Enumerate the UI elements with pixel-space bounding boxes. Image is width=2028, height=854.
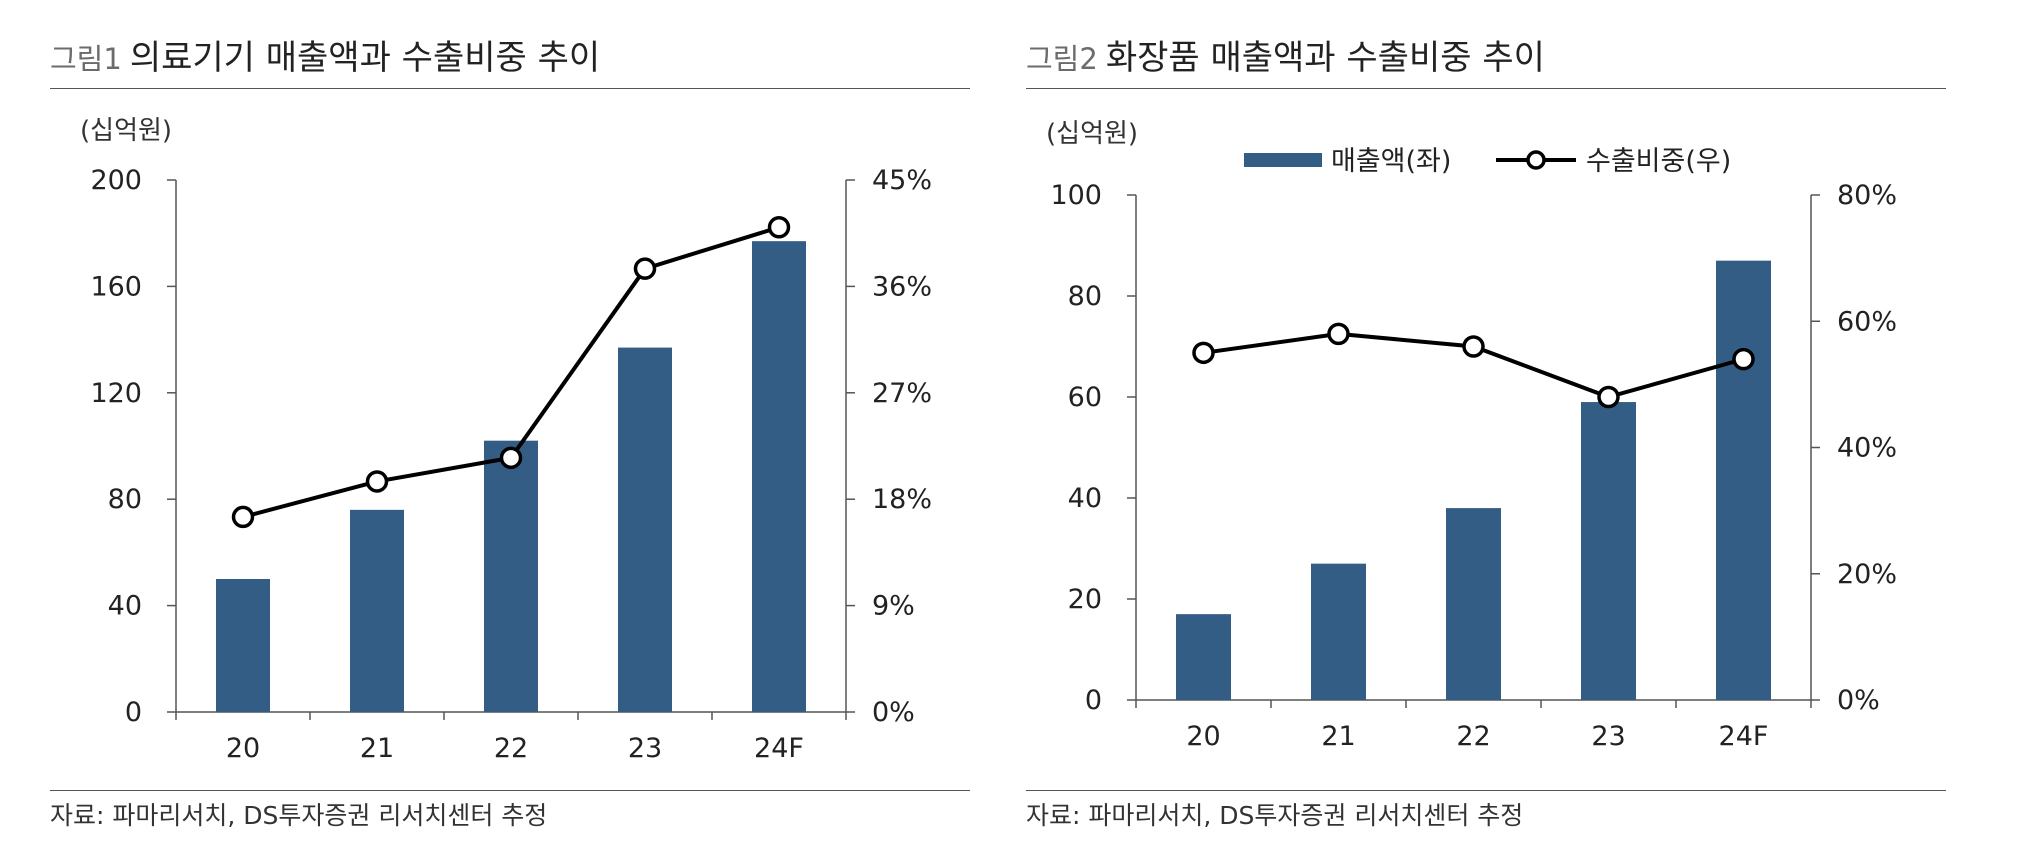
chart2-x-tick-label: 22 bbox=[1456, 721, 1490, 752]
chart2-bar bbox=[1581, 402, 1636, 700]
chart2-bar bbox=[1716, 260, 1771, 700]
chart2-x-tick-label: 24F bbox=[1719, 721, 1769, 752]
figure-1-label: 그림1 bbox=[50, 42, 122, 76]
chart2-export-share-point bbox=[1597, 385, 1620, 409]
chart1-left-tick-label: 200 bbox=[90, 165, 142, 196]
chart2-right-tick-label: 20% bbox=[1837, 559, 1897, 590]
figure-1-source: 자료: 파마리서치, DS투자증권 리서치센터 추정 bbox=[50, 801, 548, 830]
figure-2-unit-label: (십억원) bbox=[1046, 119, 1139, 149]
figure-1-title-text: 의료기기 매출액과 수출비중 추이 bbox=[129, 38, 601, 78]
chart1-right-tick-label: 36% bbox=[872, 271, 932, 302]
chart1-left-tick-label: 120 bbox=[90, 378, 142, 409]
chart2-legend-bar-label: 매출액(좌) bbox=[1331, 146, 1451, 177]
chart1-right-tick-label: 18% bbox=[872, 484, 932, 515]
figure-1-bottom-rule bbox=[50, 790, 970, 791]
figure-2-label: 그림2 bbox=[1026, 42, 1098, 76]
chart1-x-tick-label: 24F bbox=[754, 733, 804, 764]
chart2-left-tick-label: 20 bbox=[1068, 584, 1102, 615]
chart1-bar bbox=[350, 509, 404, 712]
figure-1-title: 그림1 의료기기 매출액과 수출비중 추이 bbox=[50, 30, 600, 79]
chart1-export-share-point bbox=[365, 470, 389, 493]
chart1-right-tick-label: 27% bbox=[872, 378, 932, 409]
chart2-left-tick-label: 100 bbox=[1050, 180, 1102, 211]
chart2-export-share-point bbox=[1327, 322, 1350, 346]
chart1-right-tick-label: 9% bbox=[872, 591, 915, 622]
figure-2-top-rule bbox=[1026, 88, 1946, 89]
chart1-left-tick-label: 160 bbox=[90, 271, 142, 302]
chart2-legend-bar-swatch bbox=[1244, 153, 1322, 167]
chart1-left-tick-label: 80 bbox=[108, 484, 142, 515]
chart1-bar bbox=[216, 579, 270, 712]
figure-2-chart: 0 20 40 60 80 100 0% 20% 40% 60% 80% 20 21 22 23 24F 매출액… bbox=[1050, 146, 1897, 752]
chart2-right-tick-label: 40% bbox=[1837, 433, 1897, 464]
chart1-export-share-point bbox=[231, 505, 255, 529]
figure-1-unit-label: (십억원) bbox=[80, 116, 173, 146]
chart1-export-share-point bbox=[499, 446, 523, 470]
chart2-export-share-point bbox=[1192, 341, 1215, 365]
chart2-x-tick-label: 21 bbox=[1321, 721, 1355, 752]
figure-1: 그림1 의료기기 매출액과 수출비중 추이 (십억원) 0 40 80 120 160 20… bbox=[50, 0, 970, 854]
chart2-left-tick-label: 40 bbox=[1068, 483, 1102, 514]
chart2-bar bbox=[1446, 508, 1501, 700]
figure-2: 그림2 화장품 매출액과 수출비중 추이 (십억원) 0 20 40 60 80 100 0%… bbox=[1026, 0, 1946, 854]
chart1-x-tick-label: 23 bbox=[628, 733, 662, 764]
figure-2-title-text: 화장품 매출액과 수출비중 추이 bbox=[1105, 38, 1545, 78]
chart1-bar bbox=[618, 347, 672, 712]
figure-2-title: 그림2 화장품 매출액과 수출비중 추이 bbox=[1026, 30, 1545, 79]
chart2-right-tick-label: 0% bbox=[1837, 685, 1880, 716]
chart2-left-tick-label: 0 bbox=[1085, 685, 1102, 716]
chart1-x-tick-label: 20 bbox=[226, 733, 260, 764]
chart1-left-tick-label: 40 bbox=[108, 591, 142, 622]
chart2-bar bbox=[1311, 563, 1366, 700]
figure-1-top-rule bbox=[50, 88, 970, 89]
chart2-right-tick-label: 80% bbox=[1837, 180, 1897, 211]
chart2-left-tick-label: 80 bbox=[1068, 281, 1102, 312]
chart2-x-tick-label: 23 bbox=[1591, 721, 1625, 752]
chart1-right-tick-label: 0% bbox=[872, 697, 915, 728]
figure-2-bottom-rule bbox=[1026, 790, 1946, 791]
chart2-right-tick-label: 60% bbox=[1837, 306, 1897, 337]
chart1-left-tick-label: 0 bbox=[125, 697, 142, 728]
chart2-export-share-point bbox=[1732, 347, 1755, 371]
chart1-bar bbox=[484, 440, 538, 712]
figure-1-chart: 0 40 80 120 160 200 0% 9% 18% 27% 36% 45% 20 21 22 23 24… bbox=[90, 165, 932, 764]
chart2-bar bbox=[1176, 614, 1231, 700]
chart1-export-share-point bbox=[633, 257, 657, 280]
chart1-x-tick-label: 22 bbox=[494, 733, 528, 764]
chart1-right-tick-label: 45% bbox=[872, 165, 932, 196]
chart1-export-share-point bbox=[767, 216, 791, 239]
chart2-x-tick-label: 20 bbox=[1186, 721, 1220, 752]
chart2-export-share-point bbox=[1462, 335, 1485, 358]
figure-2-source: 자료: 파마리서치, DS투자증권 리서치센터 추정 bbox=[1026, 801, 1524, 830]
chart2-legend-line-marker bbox=[1526, 150, 1546, 170]
chart1-bar bbox=[752, 241, 806, 712]
chart2-legend-line-label: 수출비중(우) bbox=[1586, 146, 1731, 177]
chart2-left-tick-label: 60 bbox=[1068, 382, 1102, 413]
chart1-x-tick-label: 21 bbox=[360, 733, 394, 764]
